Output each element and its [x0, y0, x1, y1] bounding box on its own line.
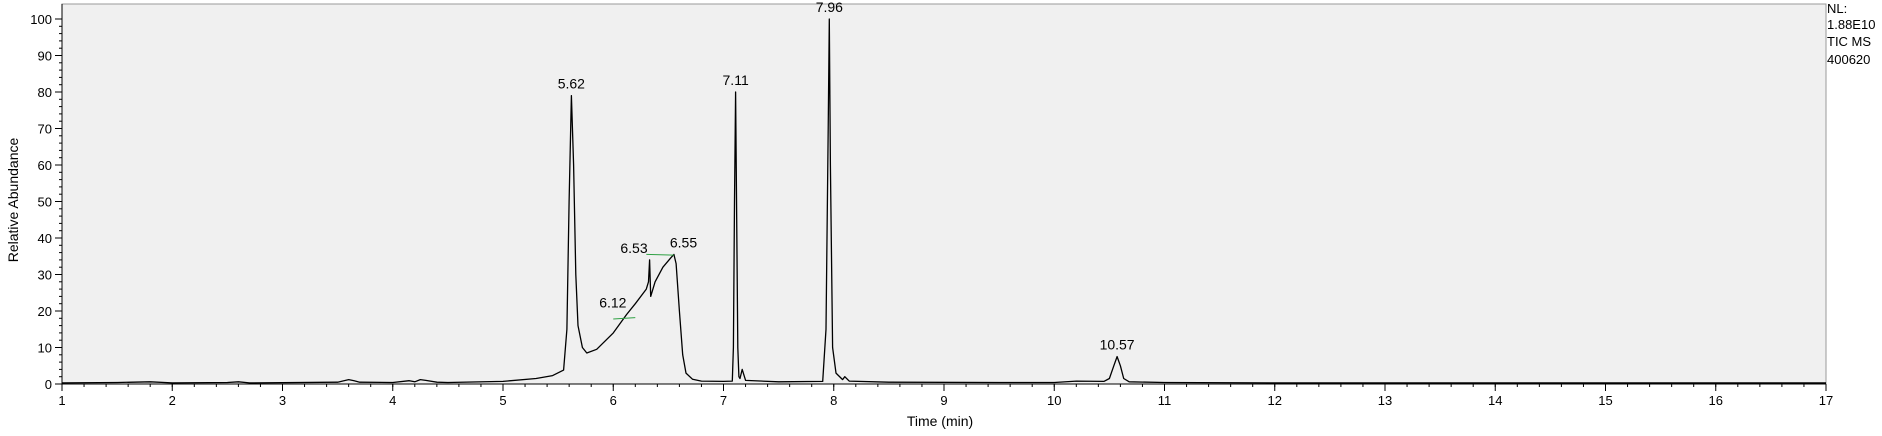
peak-baseline [613, 317, 636, 320]
x-tick-label: 1 [58, 393, 65, 408]
x-tick-label: 5 [499, 393, 506, 408]
tic-trace-1 [61, 18, 1826, 384]
peak-label: 6.55 [670, 234, 697, 250]
peak-label: 6.53 [620, 240, 647, 256]
peak-label: 5.62 [558, 76, 585, 92]
y-tick-label: 60 [38, 158, 52, 173]
peak-label: 7.96 [816, 0, 843, 15]
x-tick-label: 9 [940, 393, 947, 408]
x-tick-label: 8 [830, 393, 837, 408]
axes: 1 2 3 4 5 6 7 8 9 10 11 12 13 14 15 16 17010203040506070… [30, 4, 1833, 408]
x-tick-label: 11 [1158, 393, 1172, 408]
peak-label: 6.12 [599, 295, 626, 311]
y-tick-label: 80 [38, 85, 52, 100]
traces [61, 18, 1826, 384]
x-tick-label: 13 [1378, 393, 1392, 408]
y-axis-title: Relative Abundance [5, 138, 21, 263]
y-tick-label: 90 [38, 49, 52, 64]
y-tick-label: 50 [38, 195, 52, 210]
info-line-4: 400620 [1827, 52, 1870, 67]
peak-label: 7.11 [723, 72, 749, 88]
y-tick-label: 10 [38, 341, 52, 356]
peak-labels: 5.62 6.12 6.53 6.55 7.11 7.96 10.57 [558, 0, 1135, 353]
y-tick-label: 100 [30, 12, 52, 27]
x-tick-label: 10 [1047, 393, 1061, 408]
x-axis-title: Time (min) [907, 413, 973, 429]
x-tick-label: 6 [610, 393, 617, 408]
x-tick-label: 12 [1268, 393, 1282, 408]
y-tick-label: 40 [38, 231, 52, 246]
y-tick-label: 0 [45, 377, 52, 392]
info-box: NL: 1.88E10 TIC MS 400620 [1827, 1, 1875, 67]
peak-baseline [646, 253, 674, 256]
y-tick-label: 20 [38, 304, 52, 319]
x-tick-label: 2 [169, 393, 176, 408]
x-tick-label: 17 [1819, 393, 1833, 408]
y-tick-label: 70 [38, 122, 52, 137]
peak-label: 10.57 [1100, 337, 1135, 353]
x-tick-label: 14 [1488, 393, 1502, 408]
plot-area [61, 3, 1827, 385]
x-tick-label: 16 [1709, 393, 1723, 408]
x-tick-label: 15 [1598, 393, 1612, 408]
x-tick-label: 4 [389, 393, 396, 408]
x-tick-label: 7 [720, 393, 727, 408]
y-tick-label: 30 [38, 268, 52, 283]
x-tick-label: 3 [279, 393, 286, 408]
info-line-2: 1.88E10 [1827, 17, 1875, 32]
info-line-3: TIC MS [1827, 34, 1871, 49]
info-line-1: NL: [1827, 1, 1847, 16]
